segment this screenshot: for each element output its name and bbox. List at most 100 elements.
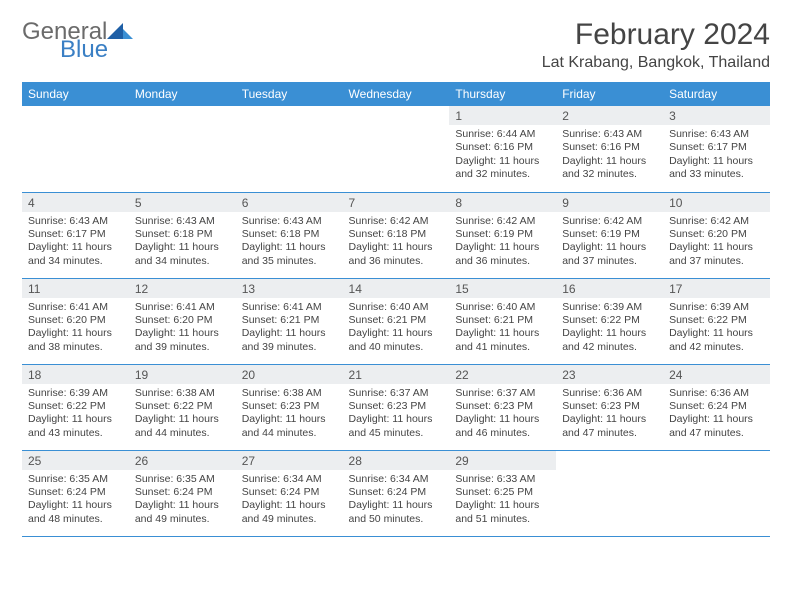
calendar-cell: 12Sunrise: 6:41 AMSunset: 6:20 PMDayligh… — [129, 278, 236, 364]
day-number: 24 — [663, 365, 770, 384]
day-details: Sunrise: 6:36 AMSunset: 6:23 PMDaylight:… — [556, 384, 663, 446]
day-details: Sunrise: 6:40 AMSunset: 6:21 PMDaylight:… — [343, 298, 450, 360]
calendar-row: 1Sunrise: 6:44 AMSunset: 6:16 PMDaylight… — [22, 106, 770, 192]
calendar-cell: 16Sunrise: 6:39 AMSunset: 6:22 PMDayligh… — [556, 278, 663, 364]
day-number: 2 — [556, 106, 663, 125]
day-details: Sunrise: 6:43 AMSunset: 6:17 PMDaylight:… — [22, 212, 129, 274]
calendar-cell: 19Sunrise: 6:38 AMSunset: 6:22 PMDayligh… — [129, 364, 236, 450]
calendar-cell: 2Sunrise: 6:43 AMSunset: 6:16 PMDaylight… — [556, 106, 663, 192]
day-number: 11 — [22, 279, 129, 298]
calendar-cell: 13Sunrise: 6:41 AMSunset: 6:21 PMDayligh… — [236, 278, 343, 364]
day-details: Sunrise: 6:35 AMSunset: 6:24 PMDaylight:… — [129, 470, 236, 532]
day-details: Sunrise: 6:37 AMSunset: 6:23 PMDaylight:… — [343, 384, 450, 446]
weekday-header: Friday — [556, 82, 663, 106]
day-number: 1 — [449, 106, 556, 125]
calendar-cell: 14Sunrise: 6:40 AMSunset: 6:21 PMDayligh… — [343, 278, 450, 364]
day-details: Sunrise: 6:43 AMSunset: 6:16 PMDaylight:… — [556, 125, 663, 187]
day-details: Sunrise: 6:34 AMSunset: 6:24 PMDaylight:… — [343, 470, 450, 532]
calendar-cell: 3Sunrise: 6:43 AMSunset: 6:17 PMDaylight… — [663, 106, 770, 192]
day-number: 8 — [449, 193, 556, 212]
calendar-cell — [556, 450, 663, 536]
calendar-cell: 26Sunrise: 6:35 AMSunset: 6:24 PMDayligh… — [129, 450, 236, 536]
day-details: Sunrise: 6:41 AMSunset: 6:20 PMDaylight:… — [22, 298, 129, 360]
calendar-cell: 1Sunrise: 6:44 AMSunset: 6:16 PMDaylight… — [449, 106, 556, 192]
calendar-table: SundayMondayTuesdayWednesdayThursdayFrid… — [22, 82, 770, 537]
logo-text: General Blue — [22, 18, 133, 74]
page-title: February 2024 — [542, 18, 770, 52]
logo-icon — [107, 18, 133, 45]
calendar-cell: 27Sunrise: 6:34 AMSunset: 6:24 PMDayligh… — [236, 450, 343, 536]
day-number: 17 — [663, 279, 770, 298]
calendar-row: 11Sunrise: 6:41 AMSunset: 6:20 PMDayligh… — [22, 278, 770, 364]
calendar-body: 1Sunrise: 6:44 AMSunset: 6:16 PMDaylight… — [22, 106, 770, 536]
weekday-header: Tuesday — [236, 82, 343, 106]
weekday-header: Wednesday — [343, 82, 450, 106]
day-details: Sunrise: 6:38 AMSunset: 6:23 PMDaylight:… — [236, 384, 343, 446]
day-details: Sunrise: 6:39 AMSunset: 6:22 PMDaylight:… — [556, 298, 663, 360]
calendar-cell — [129, 106, 236, 192]
day-details: Sunrise: 6:44 AMSunset: 6:16 PMDaylight:… — [449, 125, 556, 187]
day-number: 16 — [556, 279, 663, 298]
day-number: 4 — [22, 193, 129, 212]
day-details: Sunrise: 6:43 AMSunset: 6:17 PMDaylight:… — [663, 125, 770, 187]
calendar-cell: 18Sunrise: 6:39 AMSunset: 6:22 PMDayligh… — [22, 364, 129, 450]
calendar-row: 4Sunrise: 6:43 AMSunset: 6:17 PMDaylight… — [22, 192, 770, 278]
calendar-cell: 11Sunrise: 6:41 AMSunset: 6:20 PMDayligh… — [22, 278, 129, 364]
day-number-empty — [236, 106, 343, 125]
day-details: Sunrise: 6:35 AMSunset: 6:24 PMDaylight:… — [22, 470, 129, 532]
day-number: 14 — [343, 279, 450, 298]
logo-part2: Blue — [60, 36, 108, 63]
day-number: 19 — [129, 365, 236, 384]
calendar-cell — [22, 106, 129, 192]
weekday-header: Saturday — [663, 82, 770, 106]
calendar-cell: 25Sunrise: 6:35 AMSunset: 6:24 PMDayligh… — [22, 450, 129, 536]
day-number: 29 — [449, 451, 556, 470]
calendar-cell: 17Sunrise: 6:39 AMSunset: 6:22 PMDayligh… — [663, 278, 770, 364]
day-number: 12 — [129, 279, 236, 298]
day-number: 25 — [22, 451, 129, 470]
calendar-cell: 8Sunrise: 6:42 AMSunset: 6:19 PMDaylight… — [449, 192, 556, 278]
calendar-cell: 21Sunrise: 6:37 AMSunset: 6:23 PMDayligh… — [343, 364, 450, 450]
weekday-header: Sunday — [22, 82, 129, 106]
calendar-cell: 10Sunrise: 6:42 AMSunset: 6:20 PMDayligh… — [663, 192, 770, 278]
day-details: Sunrise: 6:38 AMSunset: 6:22 PMDaylight:… — [129, 384, 236, 446]
calendar-cell: 22Sunrise: 6:37 AMSunset: 6:23 PMDayligh… — [449, 364, 556, 450]
calendar-row: 25Sunrise: 6:35 AMSunset: 6:24 PMDayligh… — [22, 450, 770, 536]
calendar-header: SundayMondayTuesdayWednesdayThursdayFrid… — [22, 82, 770, 106]
calendar-cell: 7Sunrise: 6:42 AMSunset: 6:18 PMDaylight… — [343, 192, 450, 278]
day-number-empty — [129, 106, 236, 125]
day-details: Sunrise: 6:43 AMSunset: 6:18 PMDaylight:… — [129, 212, 236, 274]
day-number-empty — [556, 451, 663, 470]
calendar-cell: 28Sunrise: 6:34 AMSunset: 6:24 PMDayligh… — [343, 450, 450, 536]
day-details: Sunrise: 6:43 AMSunset: 6:18 PMDaylight:… — [236, 212, 343, 274]
weekday-header: Thursday — [449, 82, 556, 106]
calendar-cell: 4Sunrise: 6:43 AMSunset: 6:17 PMDaylight… — [22, 192, 129, 278]
calendar-cell — [236, 106, 343, 192]
day-number: 26 — [129, 451, 236, 470]
calendar-cell — [663, 450, 770, 536]
day-details: Sunrise: 6:42 AMSunset: 6:18 PMDaylight:… — [343, 212, 450, 274]
day-details: Sunrise: 6:41 AMSunset: 6:20 PMDaylight:… — [129, 298, 236, 360]
location: Lat Krabang, Bangkok, Thailand — [542, 54, 770, 72]
calendar-cell: 9Sunrise: 6:42 AMSunset: 6:19 PMDaylight… — [556, 192, 663, 278]
calendar-cell: 6Sunrise: 6:43 AMSunset: 6:18 PMDaylight… — [236, 192, 343, 278]
day-details: Sunrise: 6:42 AMSunset: 6:19 PMDaylight:… — [556, 212, 663, 274]
day-number: 10 — [663, 193, 770, 212]
calendar-cell: 23Sunrise: 6:36 AMSunset: 6:23 PMDayligh… — [556, 364, 663, 450]
day-details: Sunrise: 6:39 AMSunset: 6:22 PMDaylight:… — [22, 384, 129, 446]
day-details: Sunrise: 6:42 AMSunset: 6:19 PMDaylight:… — [449, 212, 556, 274]
day-details: Sunrise: 6:42 AMSunset: 6:20 PMDaylight:… — [663, 212, 770, 274]
title-block: February 2024 Lat Krabang, Bangkok, Thai… — [542, 18, 770, 72]
day-details: Sunrise: 6:40 AMSunset: 6:21 PMDaylight:… — [449, 298, 556, 360]
day-number: 23 — [556, 365, 663, 384]
day-number: 6 — [236, 193, 343, 212]
day-number: 21 — [343, 365, 450, 384]
logo: General Blue — [22, 18, 133, 74]
day-details: Sunrise: 6:39 AMSunset: 6:22 PMDaylight:… — [663, 298, 770, 360]
calendar-cell: 15Sunrise: 6:40 AMSunset: 6:21 PMDayligh… — [449, 278, 556, 364]
day-number-empty — [663, 451, 770, 470]
day-number: 3 — [663, 106, 770, 125]
calendar-row: 18Sunrise: 6:39 AMSunset: 6:22 PMDayligh… — [22, 364, 770, 450]
weekday-header: Monday — [129, 82, 236, 106]
day-number-empty — [22, 106, 129, 125]
